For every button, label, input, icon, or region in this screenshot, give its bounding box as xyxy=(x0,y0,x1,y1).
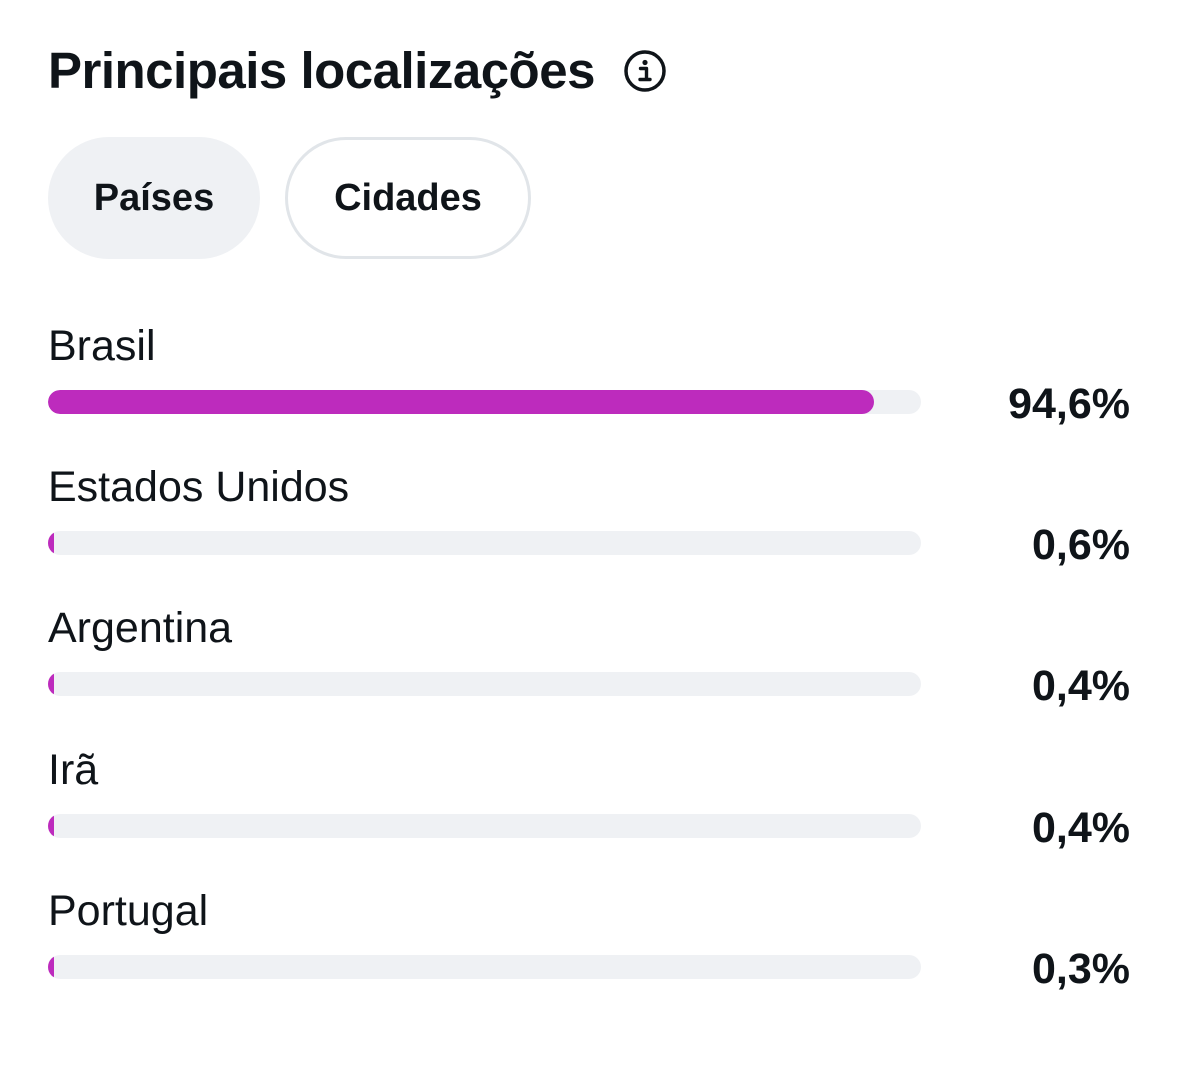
location-bar-track xyxy=(48,955,921,979)
location-bar-track xyxy=(48,814,921,838)
location-row-ira: Irã 0,4% xyxy=(0,742,1179,872)
location-bar-fill xyxy=(48,531,54,555)
tab-cidades[interactable]: Cidades xyxy=(285,137,531,259)
location-bar-fill xyxy=(48,672,54,696)
tab-paises-label: Países xyxy=(93,176,215,219)
location-bar-fill xyxy=(48,955,54,979)
location-percent: 0,6% xyxy=(1031,521,1130,569)
location-bar-track xyxy=(48,390,921,414)
location-bar-fill xyxy=(48,390,874,414)
info-icon[interactable] xyxy=(623,49,667,93)
location-percent: 94,6% xyxy=(1008,380,1130,428)
location-bar-fill xyxy=(48,814,54,838)
location-row-estados-unidos: Estados Unidos 0,6% xyxy=(0,459,1179,589)
location-bar-track xyxy=(48,531,921,555)
location-percent: 0,4% xyxy=(1031,662,1130,710)
location-name: Estados Unidos xyxy=(48,463,350,511)
location-name: Portugal xyxy=(48,887,209,935)
tab-cidades-label: Cidades xyxy=(334,176,482,219)
location-percent: 0,4% xyxy=(1031,804,1130,852)
tab-paises[interactable]: Países xyxy=(48,137,260,259)
section-header: Principais localizações xyxy=(48,36,667,106)
location-row-portugal: Portugal 0,3% xyxy=(0,883,1179,1013)
location-name: Brasil xyxy=(48,322,156,370)
location-row-brasil: Brasil 94,6% xyxy=(0,318,1179,448)
location-percent: 0,3% xyxy=(1031,945,1130,993)
location-name: Argentina xyxy=(48,604,233,652)
location-name: Irã xyxy=(48,746,99,794)
location-bar-track xyxy=(48,672,921,696)
location-row-argentina: Argentina 0,4% xyxy=(0,600,1179,730)
section-title: Principais localizações xyxy=(48,42,595,99)
